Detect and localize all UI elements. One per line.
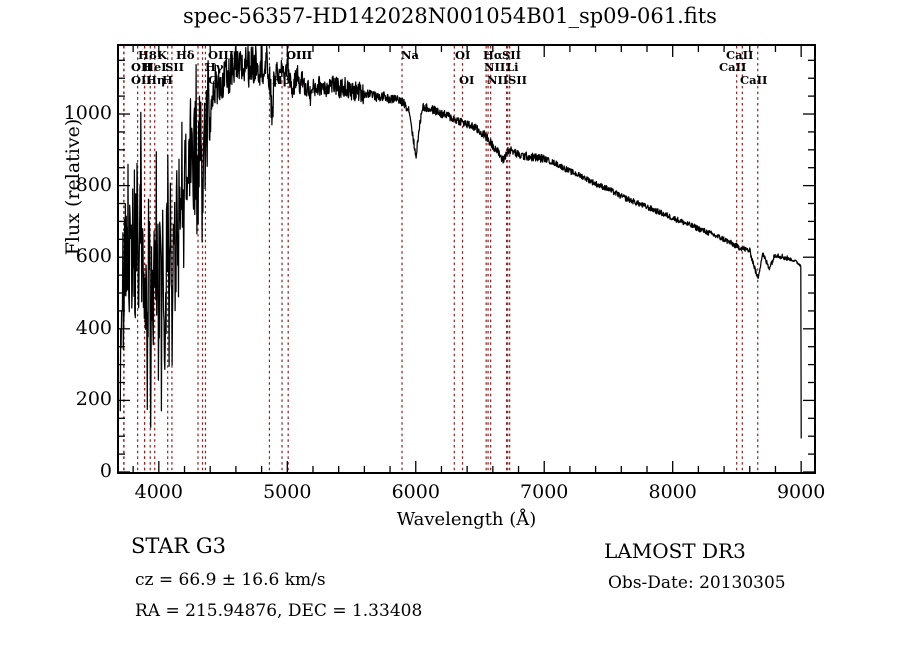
line-label-hδ: Hδ <box>176 48 195 62</box>
line-label-g: G <box>208 73 218 87</box>
line-label-hγ: Hγ <box>205 60 224 74</box>
radial-velocity-text: cz = 66.9 ± 16.6 km/s <box>135 570 326 590</box>
line-label-nii: NII <box>484 60 506 74</box>
observation-date-text: Obs-Date: 20130305 <box>608 573 786 593</box>
x-axis-tick-labels: 4000 5000 6000 7000 8000 9000 <box>117 481 826 507</box>
line-label-nii: NII <box>487 73 509 87</box>
y-tick-label-200: 200 <box>75 388 112 411</box>
spectrum-trace <box>119 46 802 439</box>
line-label-hη: Hη <box>146 73 166 87</box>
x-tick-label-8000: 8000 <box>648 481 697 503</box>
spectrum-plot <box>117 44 816 474</box>
x-tick-label-9000: 9000 <box>776 481 826 503</box>
y-tick-label-1000: 1000 <box>63 102 112 125</box>
line-label-hei: HeI <box>143 60 167 74</box>
line-label-li: Li <box>506 60 519 74</box>
line-label-h8: H8 <box>138 48 157 62</box>
line-label-sii: SII <box>165 60 185 74</box>
line-label-hβ: Hβ <box>272 73 291 87</box>
line-label-oi: OI <box>455 48 471 62</box>
line-label-h: H <box>162 73 173 87</box>
x-tick-label-4000: 4000 <box>134 481 183 503</box>
line-label-k: K <box>157 48 167 62</box>
x-tick-label-6000: 6000 <box>391 481 440 503</box>
line-label-caii: CaII <box>740 73 768 87</box>
line-identification-labels: OII OII H8 HeI Hη K H SII Hδ Hγ G OIII Hβ OIII OIII Na O… <box>0 44 900 104</box>
line-label-sii: SII <box>502 48 522 62</box>
line-label-na: Na <box>401 48 419 62</box>
line-label-caii: CaII <box>726 48 754 62</box>
line-label-caii: CaII <box>719 60 747 74</box>
line-label-sii: SII <box>508 73 528 87</box>
x-axis-title: Wavelength (Å) <box>396 509 537 530</box>
y-tick-label-0: 0 <box>99 460 112 482</box>
object-class-text: STAR G3 <box>131 534 227 558</box>
x-tick-label-7000: 7000 <box>520 481 569 503</box>
y-tick-label-600: 600 <box>75 245 112 268</box>
survey-name-text: LAMOST DR3 <box>604 539 746 563</box>
page-title: spec-56357-HD142028N001054B01_sp09-061.f… <box>183 4 717 28</box>
y-axis-tick-labels: 0 200 400 600 800 1000 <box>40 44 112 482</box>
y-tick-label-400: 400 <box>75 316 112 339</box>
spectrum-canvas <box>119 46 814 472</box>
line-label-hα: Hα <box>483 48 503 62</box>
line-label-oiii: OIII <box>208 48 235 62</box>
y-axis-title: Flux (relative) <box>62 118 84 256</box>
axis-ticks <box>119 46 814 472</box>
line-label-oiii: OIII <box>286 48 313 62</box>
y-tick-label-800: 800 <box>75 173 112 196</box>
x-tick-label-5000: 5000 <box>263 481 312 503</box>
coordinates-text: RA = 215.94876, DEC = 1.33408 <box>135 601 423 621</box>
line-label-oii: OII <box>131 73 152 87</box>
line-label-oii: OII <box>131 60 152 74</box>
line-label-oiii: OIII <box>286 48 313 62</box>
line-label-oi: OI <box>459 73 475 87</box>
